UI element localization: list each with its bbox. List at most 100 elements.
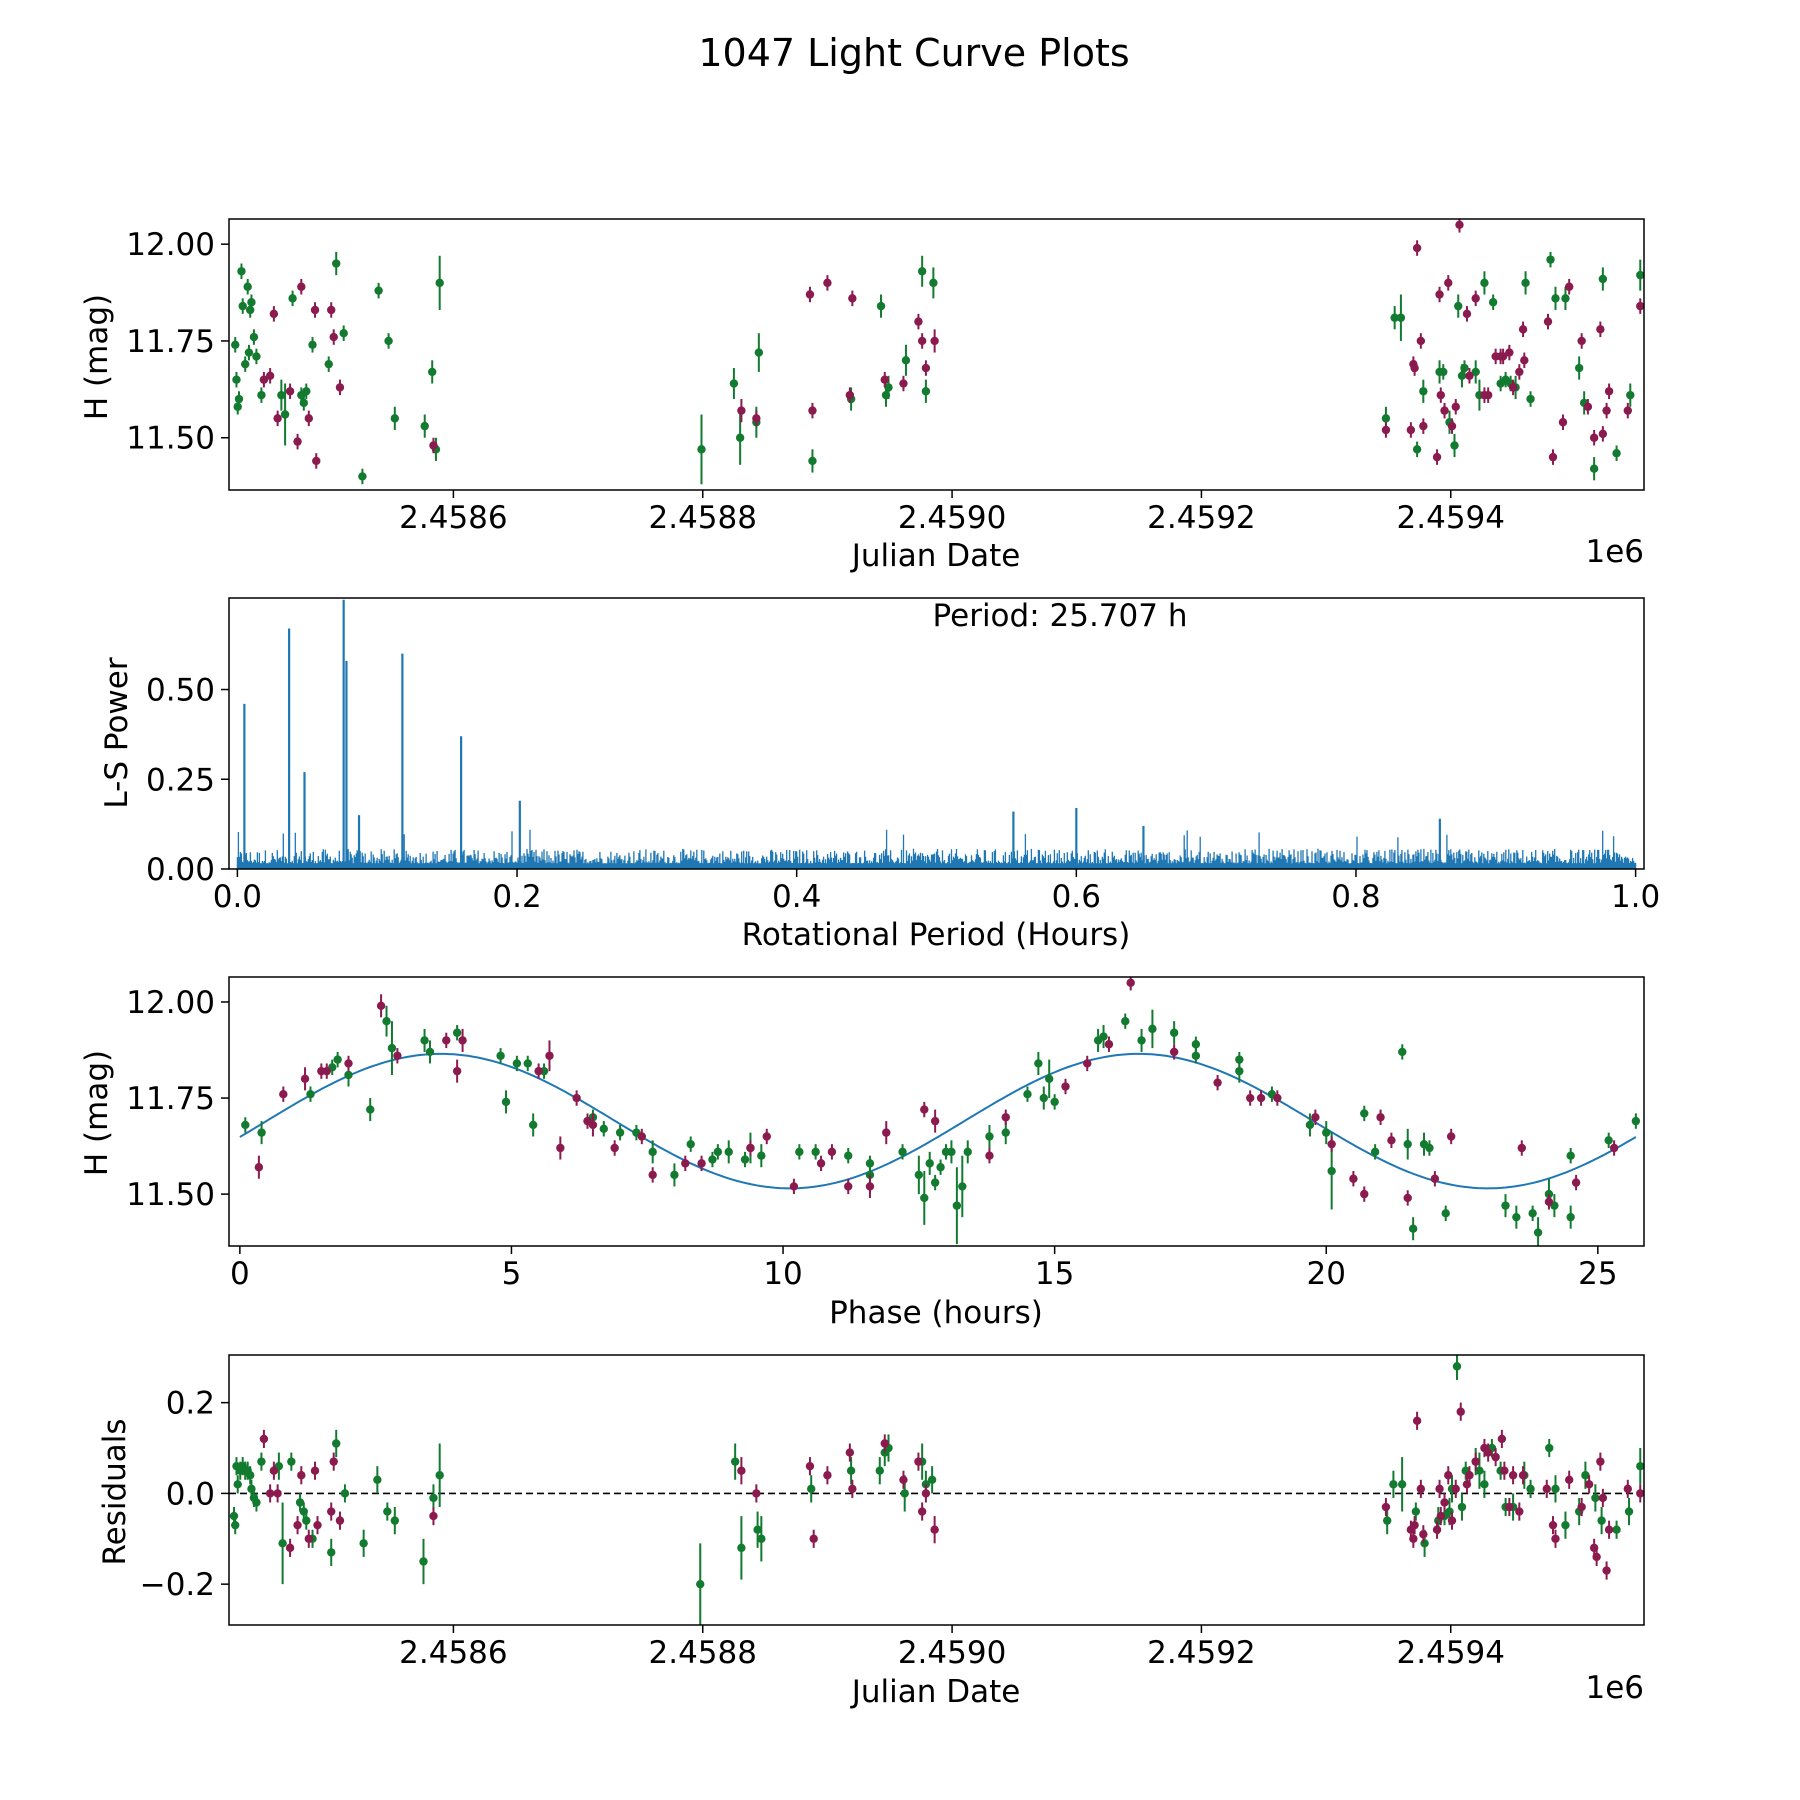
data-point [1571, 1178, 1581, 1187]
data-point [1327, 1139, 1336, 1149]
data-point [1416, 336, 1426, 346]
data-point [1465, 1471, 1474, 1480]
data-point [273, 1489, 282, 1498]
data-point [1409, 1534, 1418, 1543]
data-point [844, 1182, 853, 1191]
data-point [245, 305, 255, 315]
data-point [1023, 1090, 1032, 1099]
data-point [920, 1105, 929, 1114]
data-point [1436, 390, 1445, 400]
y-tick-label: 11.50 [126, 421, 215, 457]
data-point [848, 294, 857, 303]
data-point [273, 414, 282, 423]
data-point [1456, 1407, 1465, 1416]
data-point [1581, 1471, 1590, 1480]
data-point [382, 1016, 391, 1026]
data-point [1376, 1113, 1385, 1122]
data-point [929, 278, 938, 288]
data-point [257, 390, 266, 400]
data-point [930, 336, 939, 346]
data-point [637, 1132, 647, 1141]
data-point [327, 305, 336, 315]
data-point [1521, 278, 1530, 288]
data-point [865, 1159, 875, 1168]
residuals-xlabel: Julian Date [850, 1674, 1021, 1710]
data-point [310, 305, 320, 315]
data-point [737, 406, 746, 415]
data-point [304, 414, 313, 423]
data-point [333, 1055, 342, 1064]
data-point [1596, 1457, 1605, 1466]
data-point [249, 332, 259, 342]
data-point [1589, 464, 1599, 473]
data-point [1501, 1201, 1510, 1210]
data-point [231, 340, 240, 350]
data-point [1432, 452, 1442, 462]
x-tick-label: 2.4586 [399, 500, 507, 536]
data-point [293, 437, 302, 446]
data-point [927, 1475, 937, 1484]
data-point [344, 1059, 353, 1068]
data-point [1508, 1471, 1518, 1480]
data-point [241, 359, 250, 369]
data-point [1083, 1059, 1092, 1068]
data-point [899, 1475, 908, 1484]
data-point [277, 390, 286, 400]
data-point [615, 1128, 625, 1137]
data-point [429, 441, 438, 450]
data-point [686, 1139, 695, 1149]
data-point [1381, 1502, 1391, 1512]
data-point [245, 1471, 255, 1480]
data-point [1528, 1209, 1537, 1218]
data-point [252, 352, 261, 361]
residuals-ticks: 2.4586 2.4588 2.4590 2.4592 2.4594 −0.2 0.0 0.2 [140, 1354, 1645, 1671]
data-point [1609, 1143, 1619, 1153]
data-point [366, 1105, 375, 1114]
x-tick-label: 1.0 [1611, 879, 1660, 915]
phased-series-magenta [254, 977, 1619, 1210]
data-point [435, 278, 444, 288]
data-point [1412, 1416, 1422, 1425]
residuals-offset-text: 1e6 [1585, 1670, 1644, 1706]
data-point [1612, 1525, 1621, 1534]
data-point [1311, 1113, 1320, 1122]
data-point [339, 329, 348, 338]
data-point [285, 1543, 295, 1553]
data-point [1403, 1193, 1412, 1203]
data-point [287, 1457, 296, 1466]
data-point [501, 1097, 511, 1107]
data-point [1050, 1097, 1059, 1107]
phased-data-layer [239, 977, 1641, 1246]
data-point [425, 1047, 435, 1057]
data-point [1349, 1174, 1358, 1183]
data-point [753, 1525, 762, 1534]
data-point [1305, 1120, 1315, 1130]
data-point [880, 375, 889, 384]
data-point [458, 1036, 467, 1045]
data-point [306, 1090, 315, 1099]
data-point [1520, 356, 1529, 365]
lightcurve-data-layer [231, 219, 1644, 485]
data-point [1390, 313, 1399, 322]
x-tick-label: 0 [230, 1256, 250, 1292]
x-tick-label: 2.4592 [1147, 1635, 1255, 1671]
data-point [921, 1489, 931, 1498]
data-point [327, 1507, 336, 1516]
data-point [312, 456, 321, 466]
data-point [1061, 1082, 1070, 1091]
data-point [752, 1489, 761, 1498]
data-point [297, 282, 306, 291]
data-point [876, 301, 886, 311]
data-point [1598, 274, 1608, 284]
data-point [1480, 278, 1489, 288]
data-point [442, 1036, 451, 1045]
data-point [429, 1511, 438, 1521]
y-tick-label: 0.2 [166, 1386, 215, 1422]
x-tick-label: 20 [1307, 1256, 1346, 1292]
data-point [332, 1439, 341, 1448]
data-point [1533, 1228, 1543, 1237]
data-point [1370, 1147, 1380, 1157]
data-point [358, 472, 367, 481]
